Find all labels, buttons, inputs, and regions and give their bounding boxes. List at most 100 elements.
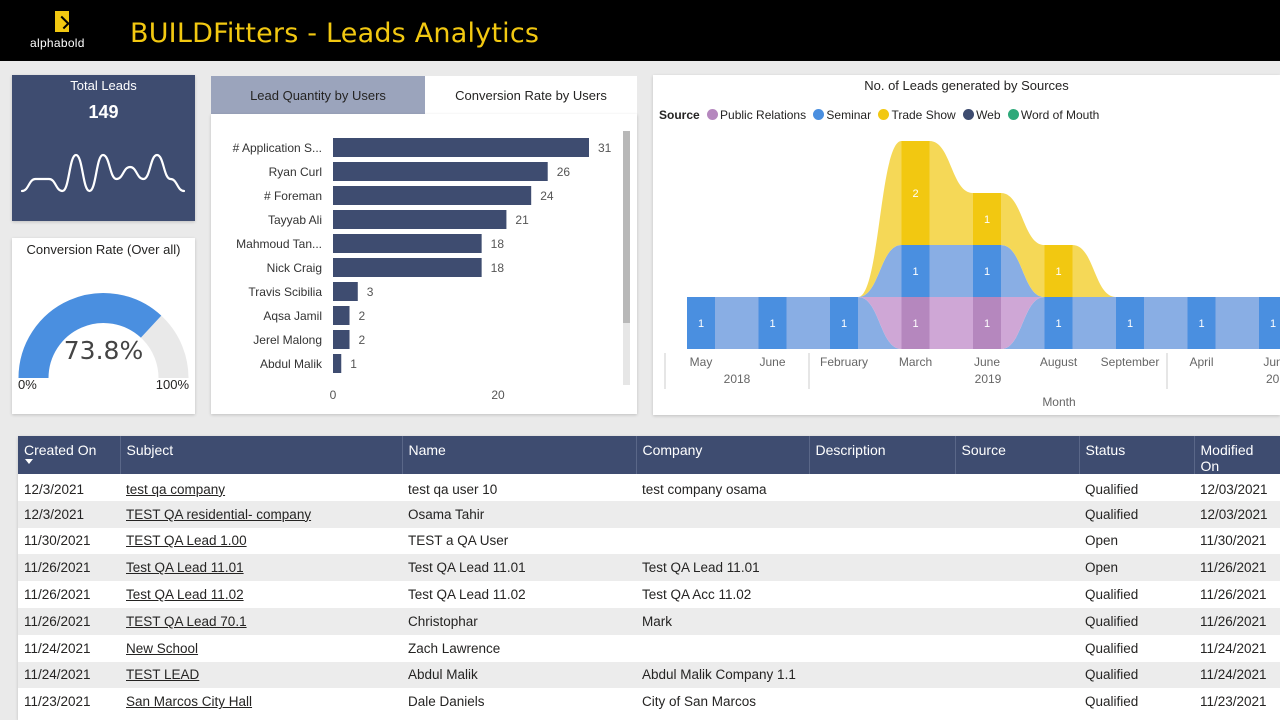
cell-source <box>955 554 1079 581</box>
bar[interactable] <box>333 210 507 229</box>
cell-name: TEST a QA User <box>408 533 509 549</box>
cell-description <box>809 688 955 715</box>
cell-company: City of San Marcos <box>642 694 757 710</box>
table-body: 12/3/2021 test qa company test qa user 10 t… <box>18 474 1280 715</box>
cell-subject[interactable]: test qa company <box>126 481 226 497</box>
column-header-created-on[interactable]: Created On <box>18 436 121 474</box>
bar[interactable] <box>333 138 589 157</box>
ribbon-band[interactable] <box>1001 193 1045 297</box>
cell-status: Qualified <box>1085 694 1139 710</box>
leads-by-source-ribbon-chart: 1 1 1 1 1 1 1 1 1 1 1 2 1 1 May June February March June Au… <box>664 141 1280 409</box>
cell-subject[interactable]: New School <box>126 640 199 656</box>
cell-created-on: 12/3/2021 <box>24 481 85 497</box>
legend-item-seminar[interactable]: Seminar <box>813 108 871 122</box>
column-header-subject[interactable]: Subject <box>120 436 403 474</box>
column-header-status[interactable]: Status <box>1079 436 1195 474</box>
table-row[interactable]: 11/24/2021 New School Zach Lawrence Qualifi… <box>18 635 1280 662</box>
ribbon-segment[interactable] <box>1187 297 1216 349</box>
tab-lead-quantity[interactable]: Lead Quantity by Users <box>211 76 425 114</box>
ribbon-segment[interactable] <box>973 245 1001 297</box>
column-header-source[interactable]: Source <box>955 436 1080 474</box>
conversion-rate-card[interactable]: Conversion Rate (Over all) 73.8% 0% 100% <box>12 238 195 414</box>
cell-subject[interactable]: TEST QA residential- company <box>126 506 312 522</box>
ribbon-segment[interactable] <box>1044 297 1073 349</box>
ribbon-segment[interactable] <box>1259 297 1280 349</box>
table-header-row: Created On Subject Name Company Description S… <box>18 436 1280 474</box>
alphabold-logo: alphabold <box>28 10 100 52</box>
bar[interactable] <box>333 186 532 205</box>
ribbon-band[interactable] <box>858 141 902 297</box>
ribbon-band[interactable] <box>1001 297 1045 349</box>
ribbon-band[interactable] <box>1072 245 1117 297</box>
cell-source <box>955 635 1079 662</box>
ribbon-band[interactable] <box>929 297 974 349</box>
cell-subject[interactable]: TEST QA Lead 1.00 <box>126 533 247 549</box>
cell-created-on: 11/24/2021 <box>24 667 91 683</box>
bar[interactable] <box>333 354 342 373</box>
bar[interactable] <box>333 234 482 253</box>
ribbon-segment[interactable] <box>901 141 930 245</box>
ribbon-band[interactable] <box>1215 297 1260 349</box>
bar-category-label: Ryan Curl <box>269 165 322 179</box>
table-row[interactable]: 12/3/2021 TEST QA residential- company Osa… <box>18 500 1280 528</box>
ribbon-band[interactable] <box>1072 297 1117 349</box>
cell-subject[interactable]: Test QA Lead 11.02 <box>126 587 244 603</box>
ribbon-segment[interactable] <box>973 193 1001 245</box>
ribbon-segment[interactable] <box>758 297 787 349</box>
bar[interactable] <box>333 258 482 277</box>
table-row[interactable]: 11/26/2021 TEST QA Lead 70.1 Christophar Ma… <box>18 607 1280 635</box>
ribbon-segment[interactable] <box>687 297 715 349</box>
legend-dot-icon <box>813 109 825 120</box>
cell-subject[interactable]: TEST LEAD <box>126 667 200 683</box>
bar[interactable] <box>333 330 350 349</box>
ribbon-segment[interactable] <box>1116 297 1144 349</box>
cell-subject[interactable]: Test QA Lead 11.01 <box>126 560 244 576</box>
cell-modified-on: 12/03/2021 <box>1200 481 1268 497</box>
ribbon-segment[interactable] <box>901 297 930 349</box>
legend-item-trade-show[interactable]: Trade Show <box>878 108 956 122</box>
bar-chart-scrollbar[interactable] <box>623 131 630 385</box>
sort-descending-icon[interactable] <box>25 459 33 464</box>
ribbon-band[interactable] <box>929 141 974 245</box>
ribbon-segment[interactable] <box>830 297 858 349</box>
column-header-company[interactable]: Company <box>636 436 810 474</box>
ribbon-segment[interactable] <box>973 297 1001 349</box>
legend-item-public-relations[interactable]: Public Relations <box>707 108 806 122</box>
legend-title: Source <box>659 108 700 122</box>
column-header-modified-on[interactable]: Modified On <box>1194 436 1280 474</box>
table-row[interactable]: 11/24/2021 TEST LEAD Abdul Malik Abdul Mali… <box>18 661 1280 689</box>
ribbon-band[interactable] <box>715 297 759 349</box>
bar-value-label: 2 <box>359 333 366 347</box>
x-axis-title: Month <box>1042 395 1075 409</box>
table-row[interactable]: 11/23/2021 San Marcos City Hall Dale Danie… <box>18 688 1280 715</box>
table-row[interactable]: 11/26/2021 Test QA Lead 11.02 Test QA Lead… <box>18 581 1280 608</box>
column-header-name[interactable]: Name <box>402 436 637 474</box>
ribbon-band[interactable] <box>929 245 974 297</box>
ribbon-segment[interactable] <box>901 245 930 297</box>
legend-item-web[interactable]: Web <box>963 108 1001 122</box>
scrollbar-thumb[interactable] <box>623 131 630 323</box>
tab-conversion-rate[interactable]: Conversion Rate by Users <box>425 76 637 114</box>
bar[interactable] <box>333 282 358 301</box>
legend-item-word-of-mouth[interactable]: Word of Mouth <box>1007 108 1099 122</box>
bar-value-label: 18 <box>491 237 505 251</box>
table-row[interactable]: 11/30/2021 TEST QA Lead 1.00 TEST a QA Use… <box>18 528 1280 555</box>
total-leads-card[interactable]: Total Leads 149 <box>12 75 195 221</box>
chart-legend: Source Public Relations Seminar Trade Sh… <box>659 108 1103 122</box>
cell-subject[interactable]: TEST QA Lead 70.1 <box>126 613 247 629</box>
cell-created-on: 12/3/2021 <box>24 506 85 522</box>
ribbon-band[interactable] <box>786 297 831 349</box>
column-header-description[interactable]: Description <box>809 436 956 474</box>
ribbon-value-label: 1 <box>984 318 990 330</box>
ribbon-band[interactable] <box>858 297 902 349</box>
cell-description <box>809 581 955 608</box>
bar[interactable] <box>333 162 548 181</box>
bar[interactable] <box>333 306 350 325</box>
cell-subject[interactable]: San Marcos City Hall <box>126 694 253 710</box>
table-row[interactable]: 11/26/2021 Test QA Lead 11.01 Test QA Lead… <box>18 554 1280 582</box>
month-tick-label: September <box>1101 355 1160 369</box>
ribbon-band[interactable] <box>1144 297 1188 349</box>
ribbon-segment[interactable] <box>1044 245 1073 297</box>
table-row[interactable]: 12/3/2021 test qa company test qa user 10 t… <box>18 474 1280 501</box>
